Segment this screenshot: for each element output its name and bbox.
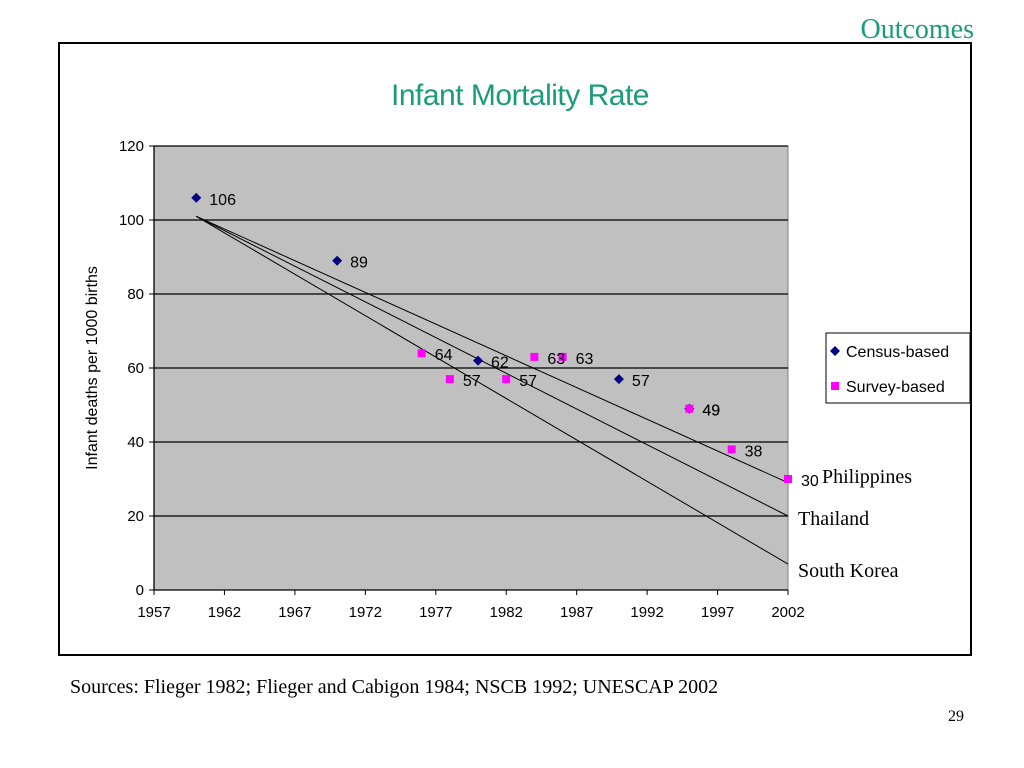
trend-line-name: Philippines <box>822 466 912 488</box>
legend-marker-survey <box>831 382 839 390</box>
data-label: 89 <box>350 255 368 272</box>
axes: 0 20 40 60 80 100 120 1957 1962 1967 1972 1977 1982 1… <box>119 138 805 621</box>
trend-line-name: Thailand <box>798 508 869 530</box>
census-point <box>191 192 202 203</box>
survey-point <box>685 404 694 413</box>
survey-point <box>727 445 736 454</box>
gridlines <box>154 145 788 517</box>
trend-line <box>196 215 789 565</box>
x-tick-label: 1997 <box>701 604 734 621</box>
y-tick-label: 0 <box>136 582 144 599</box>
slide-heading: Outcomes <box>860 14 974 45</box>
data-label: 57 <box>463 373 481 390</box>
data-label: 49 <box>702 403 720 420</box>
x-tick-label: 1962 <box>208 604 241 621</box>
y-tick-label: 80 <box>127 286 144 303</box>
y-axis-label: Infant deaths per 1000 births <box>84 266 101 470</box>
y-tick-label: 60 <box>127 360 144 377</box>
survey-point <box>558 352 567 361</box>
survey-point <box>417 349 426 358</box>
data-label: 49 <box>702 403 720 420</box>
x-tick-label: 1982 <box>490 604 523 621</box>
legend-marker-census <box>830 346 840 356</box>
legend-label: Census-based <box>846 344 949 361</box>
data-label: 38 <box>745 443 763 460</box>
data-label: 64 <box>435 347 453 364</box>
x-tick-label: 1967 <box>278 604 311 621</box>
census-point <box>332 255 343 266</box>
sources-note: Sources: Flieger 1982; Flieger and Cabig… <box>70 676 719 698</box>
census-point <box>613 374 624 385</box>
x-tick-label: 1972 <box>349 604 382 621</box>
trend-line <box>196 215 789 484</box>
x-tick-label: 1992 <box>630 604 663 621</box>
x-tick-label: 1987 <box>560 604 593 621</box>
x-tick-label: 2002 <box>771 604 804 621</box>
x-tick-label: 1957 <box>137 604 170 621</box>
data-label: 57 <box>632 373 650 390</box>
data-label: 30 <box>801 473 819 490</box>
census-point <box>473 355 484 366</box>
y-tick-label: 120 <box>119 138 144 155</box>
y-tick-label: 20 <box>127 508 144 525</box>
legend-label: Survey-based <box>846 379 945 396</box>
survey-point <box>530 352 539 361</box>
trend-line <box>196 215 789 517</box>
legend-box <box>825 332 971 404</box>
y-tick-label: 40 <box>127 434 144 451</box>
y-tick-label: 100 <box>119 212 144 229</box>
data-points <box>191 192 792 483</box>
survey-point <box>784 475 792 483</box>
chart-title: Infant Mortality Rate <box>391 79 649 112</box>
data-label: 62 <box>491 355 509 372</box>
data-label: 63 <box>576 351 594 368</box>
survey-point <box>445 375 454 384</box>
legend: Census-based Survey-based <box>825 332 971 404</box>
chart-frame: Infant Mortality Rate 0 20 40 60 80 100 120 195… <box>58 42 972 656</box>
data-label: 106 <box>209 192 236 209</box>
trend-line-names: Philippines Thailand South Korea <box>798 466 912 582</box>
chart-svg: Infant Mortality Rate 0 20 40 60 80 100 120 195… <box>84 79 971 621</box>
data-label: 63 <box>547 351 565 368</box>
page-number: 29 <box>948 708 964 725</box>
x-tick-label: 1977 <box>419 604 452 621</box>
trend-line-name: South Korea <box>798 560 899 582</box>
trend-lines <box>196 215 789 565</box>
data-label: 57 <box>519 373 537 390</box>
survey-point <box>502 375 511 384</box>
